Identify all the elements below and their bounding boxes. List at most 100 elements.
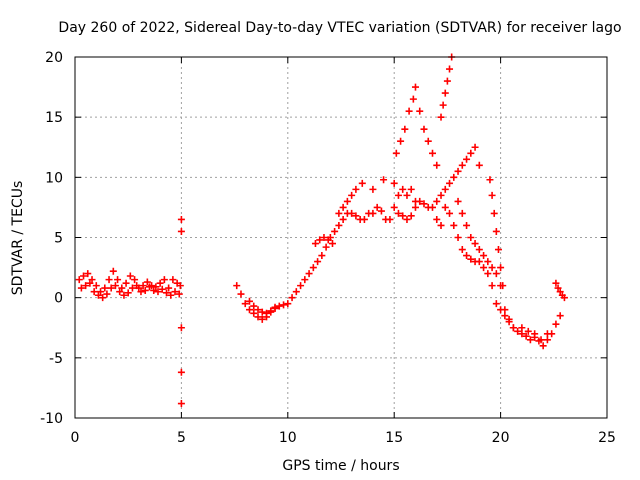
data-point <box>437 113 445 121</box>
data-point <box>177 400 185 408</box>
x-tick-label: 0 <box>71 430 80 446</box>
data-point <box>109 267 117 275</box>
data-point <box>275 302 283 310</box>
y-tick-label: 10 <box>45 170 63 186</box>
data-point <box>258 308 266 316</box>
data-point <box>280 301 288 309</box>
data-point <box>454 234 462 241</box>
data-point <box>429 203 437 211</box>
data-point <box>175 290 183 298</box>
data-point <box>348 191 356 199</box>
grid <box>74 56 608 419</box>
data-point <box>156 279 164 287</box>
data-point <box>309 264 317 272</box>
data-point <box>305 270 313 278</box>
data-point <box>441 89 449 97</box>
data-point <box>369 185 377 193</box>
data-point <box>475 161 483 169</box>
data-point <box>141 286 149 294</box>
data-point <box>399 185 407 193</box>
data-point <box>360 215 368 223</box>
data-point <box>145 283 153 291</box>
data-point <box>233 282 241 290</box>
data-point <box>480 264 488 272</box>
data-point <box>490 209 498 217</box>
plot-border <box>74 56 608 419</box>
data-point <box>80 272 88 280</box>
data-point <box>526 336 534 344</box>
data-point <box>177 368 185 376</box>
data-point <box>446 209 454 217</box>
data-point <box>390 179 398 187</box>
data-point <box>522 332 530 340</box>
data-point <box>245 297 253 305</box>
data-point <box>254 313 262 321</box>
data-point <box>392 149 400 157</box>
data-point <box>128 284 136 292</box>
data-point <box>416 197 424 205</box>
x-tick-label: 25 <box>598 430 616 446</box>
data-point <box>433 161 441 169</box>
data-point <box>484 258 492 266</box>
y-tick-label: 20 <box>45 50 63 66</box>
data-point <box>154 288 162 296</box>
data-point <box>331 227 339 235</box>
data-point <box>163 289 171 297</box>
data-point <box>497 264 505 272</box>
data-point <box>454 167 462 175</box>
data-point <box>424 137 432 145</box>
data-point <box>101 284 109 292</box>
data-point <box>554 284 562 292</box>
data-point <box>92 282 100 290</box>
data-point <box>122 279 130 287</box>
data-point <box>339 215 347 223</box>
data-point <box>284 300 292 308</box>
data-point <box>297 282 305 290</box>
data-point <box>250 302 258 310</box>
data-point <box>429 149 437 157</box>
data-point <box>301 276 309 284</box>
data-point <box>369 209 377 217</box>
data-point <box>116 288 124 296</box>
data-point <box>486 176 494 184</box>
data-point <box>288 294 296 302</box>
data-point <box>439 101 447 109</box>
data-point <box>543 330 551 338</box>
data-point <box>171 288 179 296</box>
data-point <box>339 203 347 211</box>
data-point <box>518 330 526 338</box>
data-point <box>416 107 424 115</box>
data-point <box>537 336 545 344</box>
data-point <box>458 246 466 254</box>
data-point <box>401 125 409 133</box>
data-point <box>524 327 532 335</box>
data-point <box>467 234 475 241</box>
data-point <box>446 65 454 73</box>
data-point <box>126 272 134 280</box>
data-points <box>75 53 568 408</box>
data-point <box>137 288 145 296</box>
data-point <box>237 290 245 298</box>
data-point <box>463 155 471 163</box>
data-point <box>316 236 324 244</box>
data-point <box>352 185 360 193</box>
data-point <box>88 276 96 284</box>
data-point <box>441 203 449 211</box>
x-tick-label: 20 <box>492 430 510 446</box>
data-point <box>437 221 445 229</box>
data-point <box>380 176 388 184</box>
data-point <box>543 336 551 344</box>
data-point <box>335 209 343 217</box>
data-point <box>358 179 366 187</box>
data-point <box>318 252 326 260</box>
data-point <box>139 282 147 290</box>
data-point <box>258 315 266 323</box>
y-tick-label: 15 <box>45 110 63 126</box>
data-point <box>158 285 166 293</box>
data-point <box>556 312 564 320</box>
data-point <box>518 324 526 332</box>
data-point <box>177 324 185 332</box>
data-point <box>475 246 483 254</box>
data-point <box>176 282 184 290</box>
data-point <box>509 324 517 332</box>
